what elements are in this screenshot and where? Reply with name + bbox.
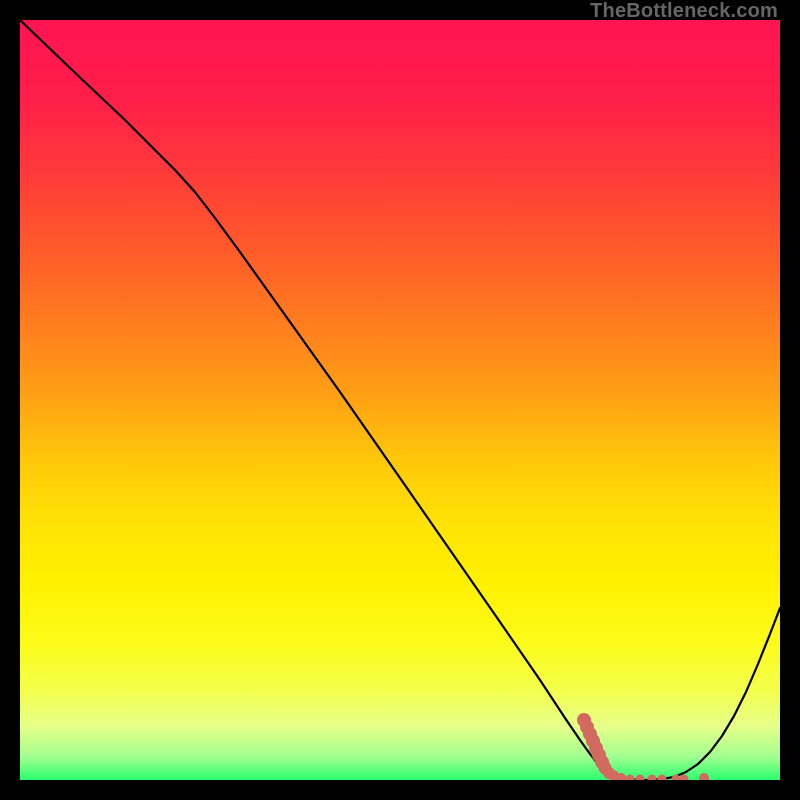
bottleneck-chart bbox=[20, 20, 780, 780]
gradient-background bbox=[20, 20, 780, 780]
chart-frame: TheBottleneck.com bbox=[0, 0, 800, 800]
